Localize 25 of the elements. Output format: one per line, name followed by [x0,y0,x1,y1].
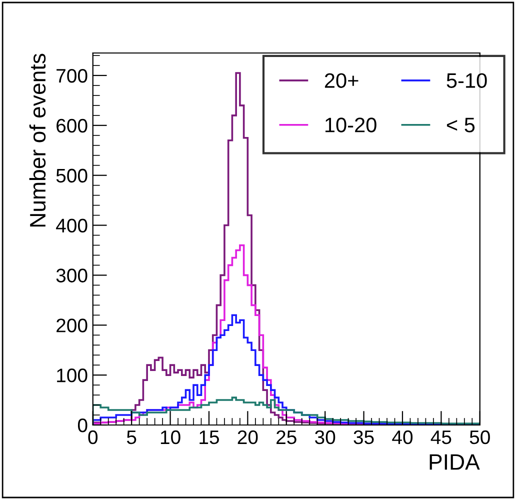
y-tick-label: 100 [57,368,88,382]
y-tick-label: 700 [56,68,88,83]
x-tick-label: 10 [160,430,180,444]
x-tick-label: 15 [200,430,219,444]
x-tick-label: 35 [354,430,374,444]
y-tick-label: 200 [56,318,88,332]
y-axis-title: Number of events [29,54,46,227]
y-tick-label: 600 [56,118,88,133]
legend-label: 10-20 [325,118,376,132]
x-tick-label: 0 [88,430,98,444]
y-tick-label: 0 [78,418,88,432]
x-axis-title: PIDA [430,454,480,470]
legend-label: < 5 [446,118,475,132]
x-tick-label: 45 [430,430,452,444]
x-tick-label: 30 [315,430,336,444]
y-tick-label: 400 [56,218,88,233]
x-tick-label: 5 [126,430,136,444]
y-tick-label: 300 [56,268,88,282]
x-tick-label: 20 [238,430,258,444]
x-tick-label: 40 [392,430,413,444]
y-tick-label: 500 [56,168,88,183]
x-tick-label: 25 [276,430,296,444]
x-tick-label: 50 [470,430,490,444]
legend-label: 5-10 [446,73,487,88]
legend-label: 20+ [324,73,358,88]
